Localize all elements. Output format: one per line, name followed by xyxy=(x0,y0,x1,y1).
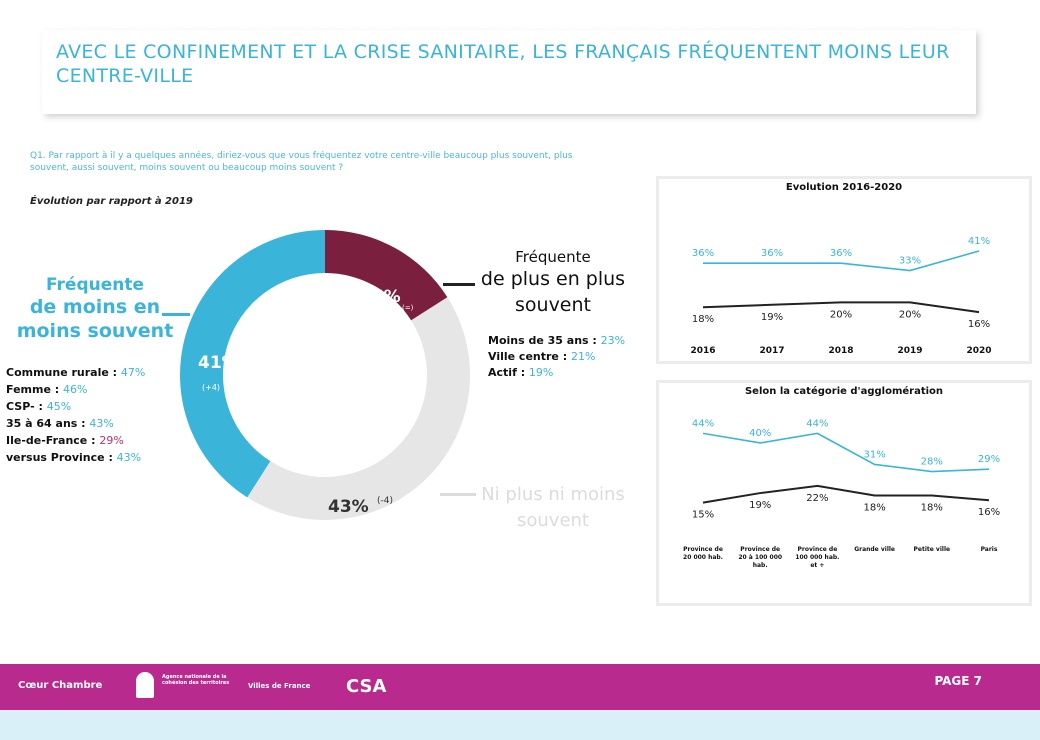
donut-label-plus: 16% xyxy=(360,287,401,307)
dash-plus xyxy=(443,283,475,286)
list-item: Actif : 19% xyxy=(488,366,554,379)
tick-label: Paris xyxy=(981,546,998,553)
data-label: 18% xyxy=(921,502,943,513)
logo-villes: Villes de France xyxy=(248,682,311,690)
list-item: 35 à 64 ans : 43% xyxy=(6,417,114,430)
list-item: Ville centre : 21% xyxy=(488,350,596,363)
data-label: 15% xyxy=(692,510,714,521)
data-label: 16% xyxy=(978,507,1000,518)
list-item: Commune rurale : 47% xyxy=(6,366,146,379)
data-label: 28% xyxy=(921,457,943,468)
data-label: 31% xyxy=(863,449,885,460)
list-item: Femme : 46% xyxy=(6,383,88,396)
evolution-title: Evolution 2016-2020 xyxy=(786,182,902,193)
donut-slice-moins xyxy=(180,230,325,498)
dash-moins xyxy=(162,313,190,316)
label-plus-l2: de plus en plus souvent xyxy=(480,268,626,316)
donut-slice-pareil xyxy=(247,297,470,520)
label-plus-souvent: Fréquente de plus en plus souvent xyxy=(478,248,628,318)
list-item: Moins de 35 ans : 23% xyxy=(488,334,626,347)
tick-label: Grande ville xyxy=(854,546,895,553)
tick-label: 2018 xyxy=(828,346,853,356)
agglomeration-chart: Selon la catégorie d'agglomération 44% 40… xyxy=(683,385,1000,569)
data-label: 36% xyxy=(692,248,714,259)
tick-label: Petite ville xyxy=(914,546,951,553)
donut-label-moins: 41% xyxy=(198,353,239,373)
question-text: Q1. Par rapport à il y a quelques années… xyxy=(30,151,573,173)
data-label: 36% xyxy=(830,248,852,259)
data-label: 29% xyxy=(978,454,1000,465)
footer-strip xyxy=(0,710,1040,740)
evolution-note: Évolution par rapport à 2019 xyxy=(30,196,193,207)
label-plus-l1: Fréquente xyxy=(515,248,591,266)
series-line-plus xyxy=(702,301,980,314)
logo-coeur: Cœur Chambre xyxy=(18,680,103,691)
evolution-panel: Evolution 2016-2020 36% 36% 36% 33% 41% 18% 19… xyxy=(656,176,1032,364)
tick-label: Province de 100 000 hab. et + xyxy=(795,546,839,569)
title-box: AVEC LE CONFINEMENT ET LA CRISE SANITAIR… xyxy=(42,30,976,114)
evolution-chart: Evolution 2016-2020 36% 36% 36% 33% 41% 18% 19… xyxy=(690,182,991,356)
logo-anct: Agence nationale de la cohésion des terr… xyxy=(162,674,230,686)
list-item: CSP- : 45% xyxy=(6,400,72,413)
data-label: 18% xyxy=(863,502,885,513)
footer: Cœur Chambre Agence nationale de la cohé… xyxy=(0,664,1040,710)
data-label: 22% xyxy=(806,493,828,504)
page-title: AVEC LE CONFINEMENT ET LA CRISE SANITAIR… xyxy=(56,41,950,87)
series-line-moins xyxy=(703,250,980,272)
label-moins-souvent: Fréquente de moins en moins souvent xyxy=(10,275,180,343)
series-line-moins xyxy=(702,432,990,473)
data-label: 20% xyxy=(830,309,852,320)
data-label: 33% xyxy=(899,256,921,267)
tick-label: Province de 20 à 100 000 hab. xyxy=(738,546,782,569)
list-moins: Commune rurale : 47% Femme : 46% CSP- : … xyxy=(6,364,145,466)
list-plus: Moins de 35 ans : 23% Ville centre : 21%… xyxy=(488,333,625,381)
list-item: Ile-de-France : 29% xyxy=(6,434,124,447)
donut-delta-moins: (+4) xyxy=(202,383,220,392)
logo-csa: CSA xyxy=(346,676,387,697)
label-pareil: Ni plus ni moins souvent xyxy=(481,484,625,531)
list-item: versus Province : 43% xyxy=(6,451,142,464)
donut-delta-pareil: (-4) xyxy=(377,496,393,506)
agglomeration-title: Selon la catégorie d'agglomération xyxy=(745,385,943,397)
tick-label: 2020 xyxy=(966,346,991,356)
data-label: 18% xyxy=(692,314,714,325)
dash-pareil xyxy=(440,493,476,496)
agglomeration-panel: Selon la catégorie d'agglomération 44% 40… xyxy=(656,380,1032,606)
data-label: 16% xyxy=(968,319,990,330)
label-moins-l1: Fréquente xyxy=(46,275,144,295)
tick-label: 2016 xyxy=(690,346,715,356)
donut-label-pareil: 43% xyxy=(328,497,369,517)
page-number: PAGE 7 xyxy=(934,674,982,688)
series-line-plus xyxy=(702,484,990,504)
donut-chart: 16% (=) 41% (+4) 43% (-4) xyxy=(180,230,470,520)
data-label: 40% xyxy=(749,428,771,439)
data-label: 19% xyxy=(749,500,771,511)
data-label: 36% xyxy=(761,248,783,259)
data-label: 44% xyxy=(806,418,828,429)
data-label: 41% xyxy=(968,236,990,247)
data-label: 44% xyxy=(692,418,714,429)
logo-anct-icon xyxy=(136,672,154,698)
label-moins-l2: de moins en moins souvent xyxy=(16,296,174,342)
donut-delta-plus: (=) xyxy=(402,304,414,312)
tick-label: Province de 20 000 hab. xyxy=(683,546,723,561)
tick-label: 2017 xyxy=(759,346,784,356)
donut-slice-plus xyxy=(325,230,448,321)
data-label: 19% xyxy=(761,312,783,323)
tick-label: 2019 xyxy=(897,346,922,356)
data-label: 20% xyxy=(899,309,921,320)
